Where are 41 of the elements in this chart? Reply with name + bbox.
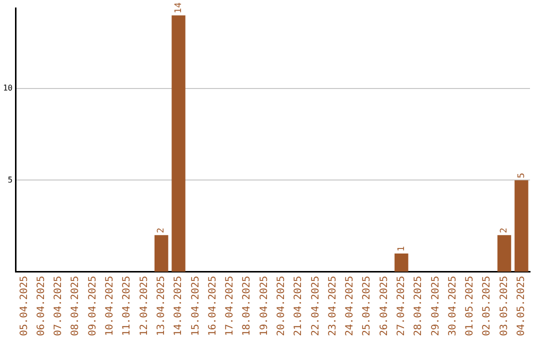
x-tick-label: 22.04.2025 (310, 276, 322, 336)
x-tick-label: 09.04.2025 (87, 276, 98, 336)
x-tick-label: 20.04.2025 (276, 276, 287, 336)
x-tick-label: 16.04.2025 (207, 276, 218, 336)
x-tick-label: 29.04.2025 (430, 276, 442, 336)
x-tick-label: 24.04.2025 (344, 276, 356, 336)
x-tick-label: 04.05.2025 (516, 276, 528, 336)
x-tick-label: 10.04.2025 (104, 276, 116, 336)
x-tick-label: 02.05.2025 (482, 276, 493, 336)
x-tick-label: 14.04.2025 (173, 276, 184, 336)
y-tick-label: 10 (2, 84, 13, 93)
x-tick-label: 26.04.2025 (378, 276, 390, 336)
x-tick-label: 08.04.2025 (70, 276, 82, 336)
x-tick-label: 21.04.2025 (293, 276, 304, 336)
x-tick-label: 06.04.2025 (36, 276, 47, 336)
x-tick-label: 12.04.2025 (138, 276, 150, 336)
x-tick-label: 27.04.2025 (396, 276, 407, 336)
bar (514, 180, 528, 272)
bar (497, 235, 512, 272)
bar (154, 235, 168, 272)
x-tick-label: 13.04.2025 (156, 276, 167, 336)
x-tick-label: 30.04.2025 (447, 276, 458, 336)
x-tick-label: 23.04.2025 (327, 276, 338, 336)
data-label: 1 (396, 246, 407, 252)
x-tick-label: 25.04.2025 (362, 276, 373, 336)
x-tick-label: 28.04.2025 (413, 276, 424, 336)
data-label: 2 (156, 228, 167, 234)
data-label: 14 (174, 2, 184, 14)
x-tick-label: 17.04.2025 (224, 276, 236, 336)
x-tick-label: 11.04.2025 (122, 276, 133, 336)
x-tick-label: 15.04.2025 (190, 276, 202, 336)
x-tick-label: 03.05.2025 (498, 276, 510, 336)
x-tick-label: 05.04.2025 (18, 276, 30, 336)
x-tick-label: 19.04.2025 (258, 276, 270, 336)
data-label: 2 (500, 228, 510, 234)
data-label: 5 (516, 172, 527, 178)
x-tick-label: 01.05.2025 (464, 276, 476, 336)
x-tick-label: 18.04.2025 (242, 276, 253, 336)
bar (394, 253, 408, 272)
x-tick-label: 07.04.2025 (53, 276, 64, 336)
bar (172, 15, 186, 272)
